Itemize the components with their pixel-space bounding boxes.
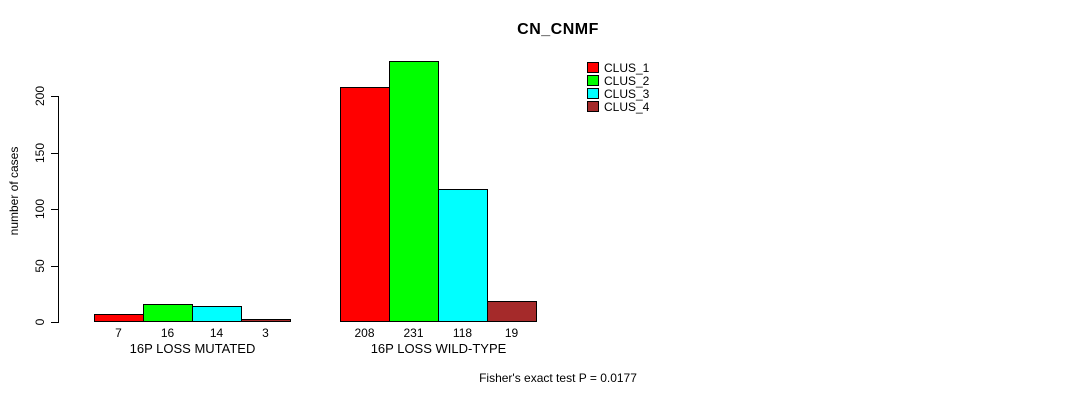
y-axis-title: number of cases [7, 146, 21, 236]
y-tick-label: 200 [33, 85, 47, 107]
bar-value-label: 19 [504, 326, 519, 340]
y-tick-label: 100 [33, 198, 47, 220]
legend-item-CLUS_3: CLUS_3 [587, 86, 650, 101]
y-tick [51, 96, 58, 97]
bar-CLUS_3 [192, 306, 242, 322]
legend-item-CLUS_4: CLUS_4 [587, 99, 650, 114]
legend-label: CLUS_2 [604, 73, 650, 88]
category-label: 16P LOSS MUTATED [129, 341, 256, 356]
legend-swatch [587, 101, 599, 112]
legend-label: CLUS_3 [604, 86, 650, 101]
y-tick [51, 209, 58, 210]
legend-swatch [587, 88, 599, 99]
y-tick-label: 0 [33, 318, 47, 326]
bar-value-label: 14 [209, 326, 224, 340]
bar-value-label: 208 [354, 326, 375, 340]
legend-item-CLUS_2: CLUS_2 [587, 73, 650, 88]
bar-CLUS_2 [143, 304, 193, 322]
y-tick-label: 50 [33, 259, 47, 273]
bar-value-label: 118 [452, 326, 473, 340]
legend-label: CLUS_4 [604, 99, 650, 114]
bar-value-label: 7 [115, 326, 122, 340]
y-axis-line [58, 96, 59, 323]
y-tick [51, 266, 58, 267]
legend-item-CLUS_1: CLUS_1 [587, 60, 650, 75]
y-tick [51, 153, 58, 154]
bar-value-label: 16 [160, 326, 175, 340]
legend-label: CLUS_1 [604, 60, 650, 75]
y-tick-label: 150 [33, 142, 47, 164]
annotation-fisher-test: Fisher's exact test P = 0.0177 [479, 371, 637, 385]
y-tick [51, 322, 58, 323]
chart-title: CN_CNMF [517, 21, 599, 38]
legend: CLUS_1 CLUS_2 CLUS_3 CLUS_4 [587, 60, 650, 114]
bar-value-label: 3 [262, 326, 269, 340]
bar-CLUS_2 [389, 61, 439, 322]
bar-CLUS_4 [487, 301, 537, 322]
legend-swatch [587, 62, 599, 73]
legend-swatch [587, 75, 599, 86]
bar-value-label: 231 [403, 326, 424, 340]
bar-CLUS_1 [340, 87, 390, 322]
bar-CLUS_4 [241, 319, 291, 322]
bar-CLUS_3 [438, 189, 488, 322]
category-label: 16P LOSS WILD-TYPE [370, 341, 507, 356]
bar-CLUS_1 [94, 314, 144, 322]
